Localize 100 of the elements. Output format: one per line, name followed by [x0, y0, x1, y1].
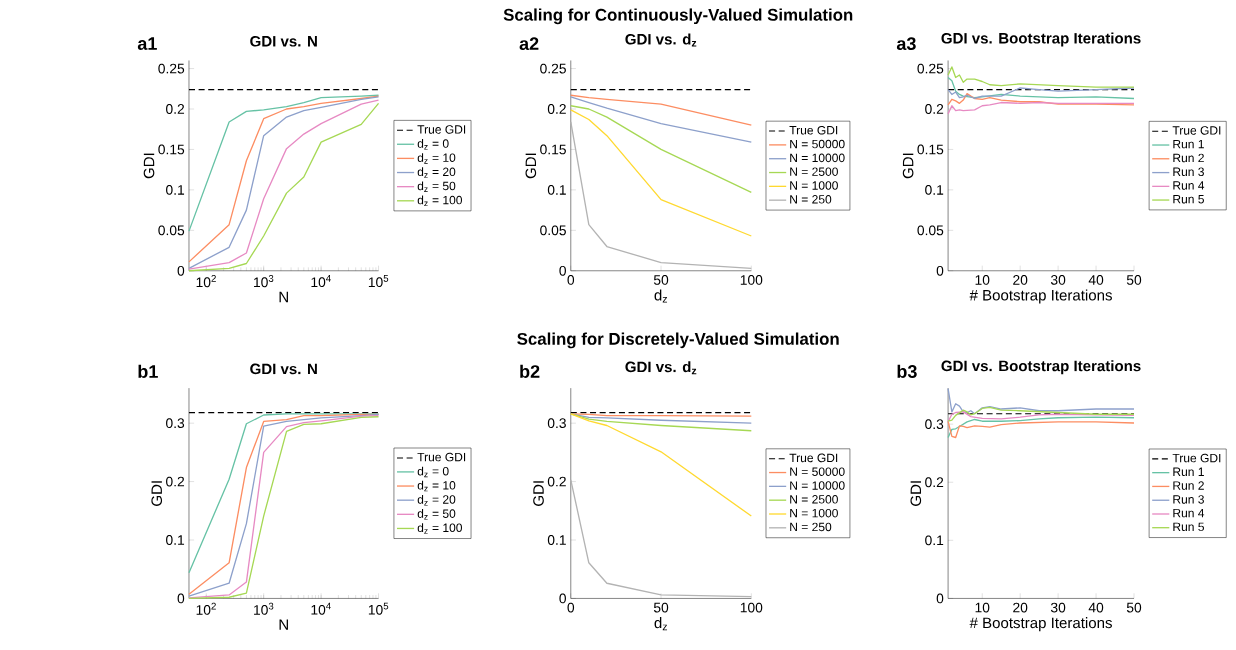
- text: a3: [896, 37, 916, 51]
- chart-title: GDI vs. Bootstrap Iterations: [941, 32, 1141, 47]
- y-tick-label: 0.25: [540, 63, 566, 74]
- y-tick-label: 0.1: [547, 185, 566, 195]
- y-tick-label: 0: [936, 265, 944, 276]
- legend-label: d$_{z}$ = 20: [417, 167, 456, 178]
- legend-label: N = 10000: [790, 481, 845, 490]
- text: Scaling for Discretely-Valued Simulation: [517, 332, 839, 349]
- legend-label: d$_{z}$ = 100: [417, 523, 463, 534]
- line-series: [570, 105, 752, 194]
- y-tick-label: 0.25: [158, 63, 185, 74]
- legend-label: d$_{z}$ = 10: [417, 153, 456, 164]
- line-series: [947, 406, 1135, 422]
- x-tick-label: 10$^{3}$: [254, 602, 274, 615]
- x-tick-label: 10$^{4}$: [311, 602, 331, 615]
- x-tick-label: 0: [567, 602, 575, 613]
- x-tick-label: 30: [1050, 275, 1066, 285]
- x-tick-label: 40: [1088, 602, 1104, 613]
- text: Scaling for Continuously-Valued Simulation: [503, 8, 853, 25]
- y-axis-title: GDI: [533, 481, 544, 506]
- y-tick-label: 0.1: [166, 535, 185, 545]
- y-tick-label: 0: [559, 593, 566, 604]
- x-axis-title: N: [279, 619, 288, 630]
- y-tick-label: 0.15: [540, 144, 566, 155]
- text: b1: [138, 364, 158, 378]
- x-axis-title: # Bootstrap Iterations: [969, 617, 1112, 632]
- y-axis-title: GDI: [902, 153, 914, 179]
- chart-title: GDI vs. d$_{z}$: [625, 361, 697, 375]
- legend-label: d$_{z}$ = 10: [417, 480, 456, 492]
- legend-label: d$_{z}$ = 20: [417, 494, 456, 506]
- x-tick-label: 10$^{4}$: [311, 275, 331, 288]
- y-tick-label: 0.3: [547, 418, 566, 429]
- x-tick-label: 100: [740, 275, 763, 285]
- legend-label: True GDI: [417, 452, 466, 462]
- line-series: [570, 94, 752, 126]
- x-tick-label: 50: [653, 602, 669, 613]
- y-tick-label: 0.2: [166, 476, 185, 487]
- legend-label: Run 3: [1173, 495, 1204, 504]
- line-series: [947, 66, 1135, 88]
- legend-label: True GDI: [417, 125, 466, 134]
- line-series: [947, 411, 1135, 423]
- legend-label: True GDI: [1172, 453, 1221, 463]
- legend-label: Run 2: [1173, 153, 1204, 163]
- line-series: [570, 109, 752, 237]
- legend-label: Run 1: [1173, 140, 1204, 149]
- legend-label: True GDI: [789, 453, 838, 463]
- text: b3: [897, 364, 917, 378]
- y-tick-label: 0.1: [547, 535, 566, 545]
- y-tick-label: 0.1: [166, 185, 185, 195]
- y-tick-label: 0.25: [917, 63, 944, 74]
- line-series: [947, 76, 1135, 100]
- x-tick-label: 50: [1126, 275, 1142, 285]
- line-series: [570, 413, 752, 424]
- x-tick-label: 10$^{2}$: [196, 275, 216, 288]
- chart-title: GDI vs. N: [250, 36, 317, 47]
- y-tick-label: 0: [177, 593, 185, 604]
- text: b2: [520, 364, 540, 378]
- legend-label: Run 2: [1173, 481, 1204, 490]
- legend-label: N = 1000: [790, 508, 838, 518]
- y-tick-label: 0.05: [158, 225, 185, 236]
- y-tick-label: 0.2: [925, 477, 944, 488]
- legend-label: Run 3: [1173, 167, 1204, 177]
- x-tick-label: 20: [1013, 602, 1028, 613]
- y-tick-label: 0.1: [925, 535, 944, 546]
- legend-label: N = 50000: [790, 139, 845, 149]
- line-series: [570, 413, 752, 517]
- y-tick-label: 0.2: [547, 476, 566, 487]
- legend-label: N = 250: [790, 195, 832, 204]
- x-tick-label: 20: [1013, 275, 1028, 285]
- legend-label: True GDI: [789, 126, 838, 135]
- x-tick-label: 100: [740, 602, 763, 613]
- y-axis-title: GDI: [525, 153, 537, 179]
- legend-label: Run 4: [1173, 181, 1205, 190]
- y-tick-label: 0.15: [917, 144, 944, 155]
- legend-label: Run 4: [1173, 509, 1205, 518]
- line-series: [570, 96, 752, 143]
- legend-label: d$_{z}$ = 50: [417, 509, 456, 520]
- x-tick-label: 10$^{2}$: [196, 602, 216, 615]
- legend-label: Run 1: [1173, 467, 1204, 477]
- legend-label: N = 50000: [790, 467, 845, 477]
- y-tick-label: 0.2: [547, 104, 566, 114]
- y-tick-label: 0.05: [917, 225, 944, 236]
- x-tick-label: 40: [1088, 275, 1104, 285]
- x-tick-label: 10$^{5}$: [368, 602, 389, 615]
- x-tick-label: 0: [567, 275, 575, 285]
- x-tick-label: 10: [975, 275, 990, 285]
- y-tick-label: 0.3: [925, 419, 944, 430]
- y-axis-title: GDI: [910, 481, 922, 506]
- x-axis-title: d$_{z}$: [654, 289, 668, 303]
- x-tick-label: 50: [653, 275, 669, 285]
- y-axis-title: GDI: [151, 481, 163, 506]
- x-tick-label: 10$^{5}$: [368, 275, 389, 288]
- legend-label: d$_{z}$ = 0: [417, 466, 449, 478]
- legend-label: N = 1000: [790, 181, 838, 190]
- x-axis-title: # Bootstrap Iterations: [969, 289, 1112, 304]
- x-tick-label: 30: [1050, 602, 1066, 613]
- legend-label: N = 250: [790, 522, 832, 532]
- y-tick-label: 0.05: [540, 225, 566, 236]
- legend-label: Run 5: [1173, 522, 1204, 532]
- chart-title: GDI vs. N: [250, 363, 317, 375]
